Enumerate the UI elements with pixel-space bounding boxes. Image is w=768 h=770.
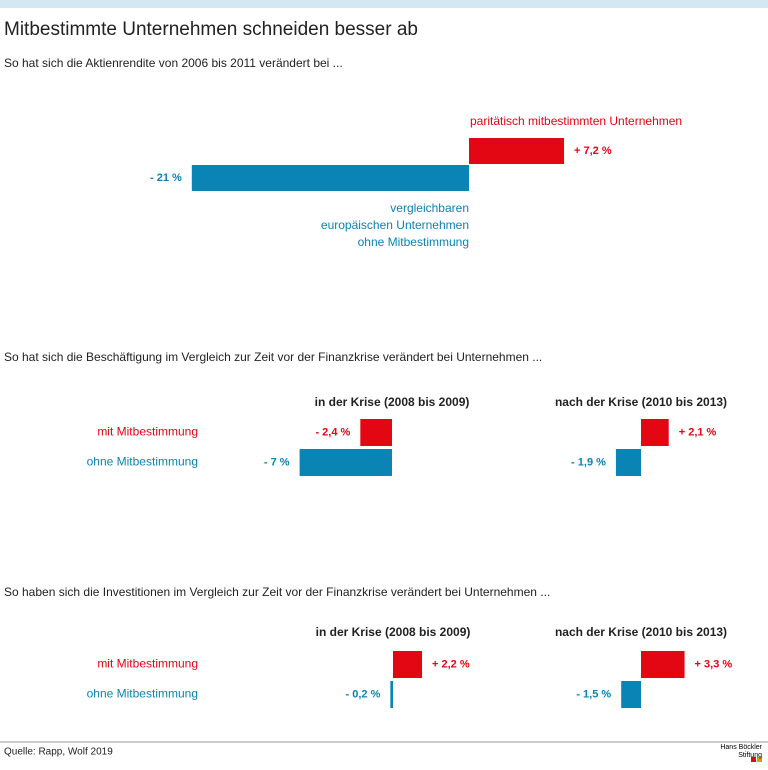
value-label: - 1,5 %	[576, 688, 611, 700]
category-label: vergleichbaren europäischen Unternehmen …	[320, 201, 469, 249]
subtitle: So hat sich die Aktienrendite von 2006 b…	[4, 56, 343, 70]
value-label: + 2,1 %	[679, 426, 717, 438]
bar	[299, 449, 392, 476]
bar	[615, 449, 641, 476]
panel-title: nach der Krise (2010 bis 2013)	[555, 625, 727, 639]
row-label: ohne Mitbestimmung	[87, 687, 198, 701]
row-label: mit Mitbestimmung	[97, 425, 198, 439]
top-band	[0, 0, 768, 8]
value-label: + 3,3 %	[695, 658, 733, 670]
subtitle: So haben sich die Investitionen im Vergl…	[4, 585, 550, 599]
bar	[393, 651, 423, 678]
value-label: - 0,2 %	[346, 688, 381, 700]
bar	[390, 681, 393, 708]
logo-mark	[751, 757, 756, 762]
value-label: + 7,2 %	[574, 145, 612, 157]
logo-mark	[757, 757, 762, 762]
value-label: - 7 %	[264, 456, 290, 468]
bar	[360, 419, 392, 446]
category-label: paritätisch mitbestimmten Unternehmen	[470, 114, 682, 128]
row-label: ohne Mitbestimmung	[87, 455, 198, 469]
subtitle: So hat sich die Beschäftigung im Verglei…	[4, 350, 542, 364]
bar	[641, 419, 669, 446]
bar	[621, 681, 641, 708]
panel-title: nach der Krise (2010 bis 2013)	[555, 395, 727, 409]
source: Quelle: Rapp, Wolf 2019	[4, 747, 113, 758]
panel-title: in der Krise (2008 bis 2009)	[315, 395, 470, 409]
bar	[469, 138, 565, 164]
bar	[191, 165, 470, 191]
bar	[641, 651, 685, 678]
row-label: mit Mitbestimmung	[97, 657, 198, 671]
value-label: - 21 %	[150, 172, 182, 184]
value-label: - 2,4 %	[315, 426, 350, 438]
logo: Hans Böckler Stiftung	[720, 744, 762, 759]
title: Mitbestimmte Unternehmen schneiden besse…	[4, 19, 418, 40]
value-label: - 1,9 %	[571, 456, 606, 468]
value-label: + 2,2 %	[432, 658, 470, 670]
panel-title: in der Krise (2008 bis 2009)	[316, 625, 471, 639]
